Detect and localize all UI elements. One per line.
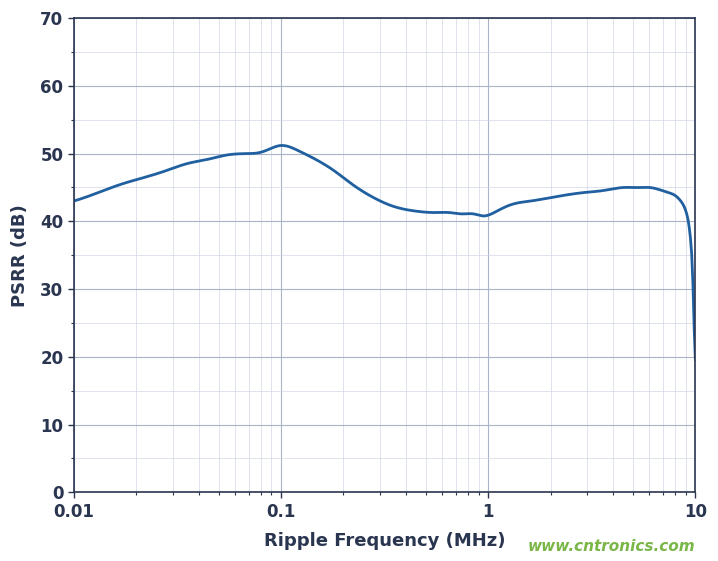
X-axis label: Ripple Frequency (MHz): Ripple Frequency (MHz) bbox=[264, 532, 505, 550]
Y-axis label: PSRR (dB): PSRR (dB) bbox=[11, 204, 29, 307]
Text: www.cntronics.com: www.cntronics.com bbox=[528, 539, 696, 554]
